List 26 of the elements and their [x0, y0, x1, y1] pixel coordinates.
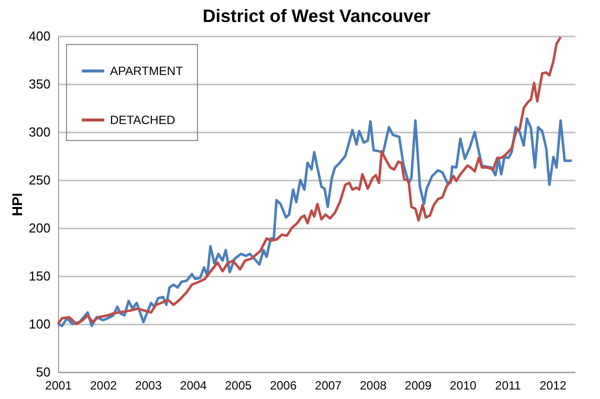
y-tick-label: 100: [28, 316, 50, 332]
y-tick-label: 350: [28, 76, 50, 92]
x-tick-label: 2007: [314, 378, 342, 392]
y-tick-label: 250: [28, 172, 50, 188]
x-tick-label: 2012: [540, 378, 567, 392]
x-tick-label: 2004: [180, 378, 208, 392]
x-tick-label: 2003: [135, 378, 162, 392]
legend-label: APARTMENT: [110, 64, 184, 78]
x-tick-label: 2002: [90, 378, 118, 392]
y-tick-label: 300: [28, 124, 50, 140]
x-tick-label: 2005: [224, 378, 252, 392]
line-series: [56, 117, 574, 328]
legend-label: DETACHED: [110, 113, 176, 127]
y-tick-label: 200: [28, 220, 50, 236]
x-tick-label: 2008: [360, 378, 387, 392]
y-tick-label: 400: [28, 28, 50, 44]
x-tick-label: 2010: [450, 378, 477, 392]
y-tick-label: 150: [28, 268, 50, 284]
x-tick-label: 2001: [45, 378, 72, 392]
x-tick-label: 2011: [495, 378, 522, 392]
y-axis-title: HPI: [8, 192, 25, 216]
x-tick-label: 2009: [404, 378, 432, 392]
y-tick-label: 50: [36, 364, 50, 380]
line-series: [56, 36, 562, 326]
chart-title: District of West Vancouver: [202, 6, 430, 26]
x-tick-label: 2006: [270, 378, 297, 392]
